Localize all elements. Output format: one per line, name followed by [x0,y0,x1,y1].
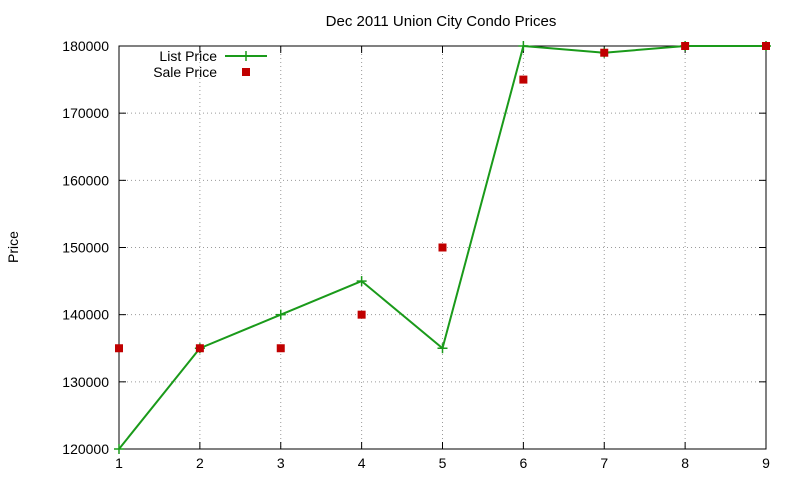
x-tick-label: 9 [762,455,770,471]
y-tick-label: 180000 [62,38,109,54]
y-tick-label: 140000 [62,307,109,323]
series-layer [114,41,771,454]
x-tick-label: 2 [196,455,204,471]
sale-price-point [438,243,447,252]
legend-label: Sale Price [153,64,217,80]
legend-plus-marker [241,51,251,61]
list-price-point [437,343,448,354]
sale-price-point [519,75,528,84]
legend-label: List Price [159,48,217,64]
x-tick-label: 8 [681,455,689,471]
list-price-point [114,444,124,454]
y-tick-label: 160000 [62,172,109,188]
axis-ticks: 120000 130000 140000 150000 160000 170000 1800… [62,38,770,471]
sale-price-point [115,344,123,353]
x-tick-label: 5 [439,455,447,471]
sale-price-point [762,42,770,50]
x-tick-label: 6 [519,455,527,471]
x-tick-label: 3 [277,455,285,471]
sale-price-point [681,42,690,50]
x-tick-label: 7 [600,455,608,471]
sale-price-point [357,310,366,319]
y-tick-label: 170000 [62,105,109,121]
legend-square-marker [242,68,250,76]
x-tick-label: 4 [358,455,366,471]
list-price-point [275,309,286,320]
y-tick-label: 150000 [62,240,109,256]
list-price-point [356,276,367,287]
x-tick-label: 1 [115,455,123,471]
chart-title: Dec 2011 Union City Condo Prices [326,13,557,30]
y-tick-label: 120000 [62,441,109,457]
sale-price-point [195,344,204,353]
sale-price-point [600,48,609,57]
list-price-point [518,41,529,51]
sale-price-point [276,344,285,353]
y-tick-label: 130000 [62,374,109,390]
y-axis-label: Price [5,231,21,263]
